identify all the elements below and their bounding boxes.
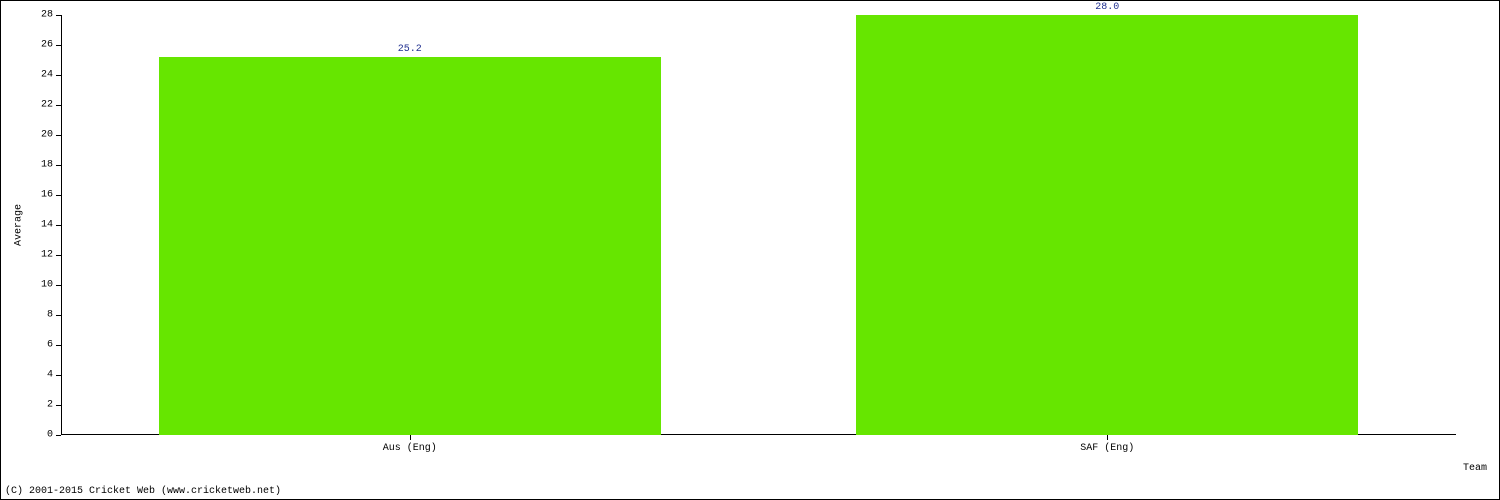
y-tick-mark <box>56 105 61 106</box>
y-axis-line <box>61 15 62 435</box>
y-tick-mark <box>56 255 61 256</box>
y-axis-title: Average <box>14 204 25 246</box>
y-tick-label: 8 <box>29 310 53 321</box>
y-tick-label: 24 <box>29 70 53 81</box>
y-tick-label: 0 <box>29 430 53 441</box>
y-tick-mark <box>56 165 61 166</box>
y-tick-label: 10 <box>29 280 53 291</box>
y-tick-mark <box>56 195 61 196</box>
y-tick-mark <box>56 435 61 436</box>
chart-container: 024681012141618202224262825.2Aus (Eng)28… <box>0 0 1500 500</box>
y-tick-label: 2 <box>29 400 53 411</box>
value-label: 28.0 <box>1095 2 1119 13</box>
plot-area: 024681012141618202224262825.2Aus (Eng)28… <box>61 15 1456 435</box>
y-tick-mark <box>56 285 61 286</box>
x-axis-title: Team <box>1463 463 1487 474</box>
y-tick-mark <box>56 315 61 316</box>
y-tick-label: 20 <box>29 130 53 141</box>
y-tick-mark <box>56 75 61 76</box>
y-tick-label: 16 <box>29 190 53 201</box>
x-tick-mark <box>410 435 411 440</box>
y-tick-label: 6 <box>29 340 53 351</box>
y-tick-mark <box>56 135 61 136</box>
copyright-footer: (C) 2001-2015 Cricket Web (www.cricketwe… <box>5 486 281 497</box>
y-tick-label: 22 <box>29 100 53 111</box>
y-tick-mark <box>56 345 61 346</box>
y-tick-mark <box>56 15 61 16</box>
x-tick-label: Aus (Eng) <box>383 443 437 454</box>
y-tick-label: 4 <box>29 370 53 381</box>
y-tick-mark <box>56 45 61 46</box>
y-tick-mark <box>56 225 61 226</box>
y-tick-mark <box>56 405 61 406</box>
y-tick-label: 12 <box>29 250 53 261</box>
bar <box>159 57 661 435</box>
y-tick-label: 26 <box>29 40 53 51</box>
x-tick-label: SAF (Eng) <box>1080 443 1134 454</box>
y-tick-mark <box>56 375 61 376</box>
y-tick-label: 18 <box>29 160 53 171</box>
y-tick-label: 14 <box>29 220 53 231</box>
bar <box>856 15 1358 435</box>
y-tick-label: 28 <box>29 10 53 21</box>
value-label: 25.2 <box>398 44 422 55</box>
x-tick-mark <box>1107 435 1108 440</box>
